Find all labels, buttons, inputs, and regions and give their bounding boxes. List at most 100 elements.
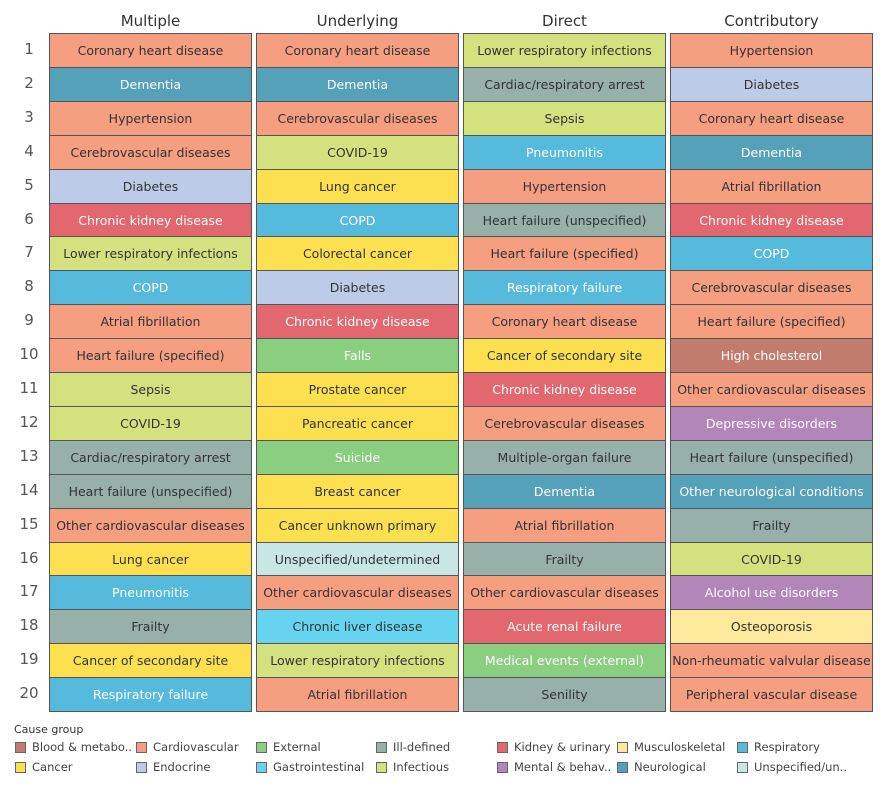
table-cell: Respiratory failure: [463, 270, 666, 305]
legend-label: Unspecified/un..: [754, 760, 847, 774]
rank-label: 6: [24, 209, 34, 228]
rank-label: 7: [24, 243, 34, 262]
legend-swatch: [497, 741, 508, 753]
table-cell: Other cardiovascular diseases: [256, 575, 459, 610]
legend-label: Blood & metabo..: [32, 740, 133, 754]
table-cell: Other cardiovascular diseases: [49, 508, 252, 543]
rank-label: 19: [19, 650, 39, 669]
table-cell: Dementia: [256, 67, 459, 102]
legend-item[interactable]: Respiratory: [737, 740, 820, 754]
column-header: Underlying: [316, 12, 399, 30]
table-cell: Diabetes: [256, 270, 459, 305]
table-cell: Alcohol use disorders: [670, 575, 873, 610]
table-cell: Lung cancer: [49, 542, 252, 576]
legend-item[interactable]: Blood & metabo..: [15, 740, 132, 754]
legend-item[interactable]: Musculoskeletal: [617, 740, 725, 754]
table-cell: Heart failure (unspecified): [49, 474, 252, 509]
legend-item[interactable]: Infectious: [376, 760, 449, 774]
rank-label: 12: [19, 412, 39, 431]
table-cell: Frailty: [670, 508, 873, 543]
table-cell: Other cardiovascular diseases: [670, 372, 873, 407]
legend-label: Neurological: [634, 760, 706, 774]
table-cell: Diabetes: [49, 169, 252, 204]
legend-swatch: [497, 761, 508, 773]
legend-item[interactable]: Endocrine: [136, 760, 211, 774]
table-cell: Frailty: [49, 609, 252, 644]
legend-item[interactable]: Cardiovascular: [136, 740, 239, 754]
rank-label: 18: [19, 616, 39, 635]
rank-label: 3: [24, 107, 34, 126]
table-cell: COPD: [670, 236, 873, 271]
rank-label: 13: [19, 446, 39, 465]
table-cell: Respiratory failure: [49, 677, 252, 712]
table-cell: Heart failure (specified): [49, 338, 252, 373]
table-cell: Colorectal cancer: [256, 236, 459, 271]
table-cell: COPD: [49, 270, 252, 305]
table-cell: Multiple-organ failure: [463, 440, 666, 475]
table-cell: Cerebrovascular diseases: [256, 101, 459, 136]
column-header: Contributory: [724, 12, 819, 30]
legend-label: Respiratory: [754, 740, 820, 754]
table-cell: Unspecified/undetermined: [256, 542, 459, 576]
table-cell: Heart failure (specified): [463, 236, 666, 271]
table-cell: Frailty: [463, 542, 666, 576]
legend-swatch: [737, 761, 748, 773]
table-cell: Coronary heart disease: [256, 33, 459, 68]
legend-item[interactable]: External: [256, 740, 321, 754]
legend-label: Kidney & urinary: [514, 740, 611, 754]
table-cell: Cardiac/respiratory arrest: [49, 440, 252, 475]
table-cell: Coronary heart disease: [49, 33, 252, 68]
rank-label: 17: [19, 582, 39, 601]
table-cell: Chronic liver disease: [256, 609, 459, 644]
table-cell: Heart failure (unspecified): [670, 440, 873, 475]
legend-swatch: [136, 761, 147, 773]
legend-item[interactable]: Ill-defined: [376, 740, 450, 754]
rank-label: 2: [24, 73, 34, 92]
table-cell: COVID-19: [49, 406, 252, 441]
legend-item[interactable]: Unspecified/un..: [737, 760, 847, 774]
legend-item[interactable]: Mental & behav..: [497, 760, 611, 774]
table-cell: Cancer unknown primary: [256, 508, 459, 543]
legend-item[interactable]: Neurological: [617, 760, 706, 774]
table-cell: Cerebrovascular diseases: [463, 406, 666, 441]
table-cell: Atrial fibrillation: [256, 677, 459, 712]
table-cell: Pneumonitis: [49, 575, 252, 610]
rank-label: 15: [19, 514, 39, 533]
table-cell: Falls: [256, 338, 459, 373]
legend-label: Ill-defined: [393, 740, 451, 754]
legend-item[interactable]: Gastrointestinal: [256, 760, 364, 774]
table-cell: Coronary heart disease: [463, 304, 666, 339]
legend-swatch: [737, 741, 748, 753]
table-cell: Senility: [463, 677, 666, 712]
rank-label: 9: [24, 311, 34, 330]
table-cell: Lung cancer: [256, 169, 459, 204]
legend-swatch: [617, 761, 628, 773]
legend-label: Cardiovascular: [153, 740, 239, 754]
rank-label: 4: [24, 141, 34, 160]
table-cell: Depressive disorders: [670, 406, 873, 441]
table-cell: COPD: [256, 203, 459, 237]
table-cell: Hypertension: [49, 101, 252, 136]
table-cell: Heart failure (unspecified): [463, 203, 666, 237]
table-cell: Atrial fibrillation: [49, 304, 252, 339]
legend-item[interactable]: Cancer: [15, 760, 73, 774]
table-cell: Suicide: [256, 440, 459, 475]
legend-label: Gastrointestinal: [273, 760, 365, 774]
legend-swatch: [136, 741, 147, 753]
legend-label: External: [273, 740, 321, 754]
legend-item[interactable]: Kidney & urinary: [497, 740, 611, 754]
table-cell: Sepsis: [463, 101, 666, 136]
legend-label: Musculoskeletal: [634, 740, 726, 754]
legend-swatch: [15, 741, 26, 753]
table-cell: Cancer of secondary site: [463, 338, 666, 373]
table-cell: Cardiac/respiratory arrest: [463, 67, 666, 102]
rank-label: 1: [24, 40, 34, 58]
table-cell: Acute renal failure: [463, 609, 666, 644]
legend-label: Mental & behav..: [514, 760, 612, 774]
rank-label: 14: [19, 480, 39, 499]
legend-swatch: [617, 741, 628, 753]
table-cell: High cholesterol: [670, 338, 873, 373]
table-cell: Cerebrovascular diseases: [49, 135, 252, 170]
table-cell: Dementia: [670, 135, 873, 170]
legend-swatch: [376, 761, 387, 773]
